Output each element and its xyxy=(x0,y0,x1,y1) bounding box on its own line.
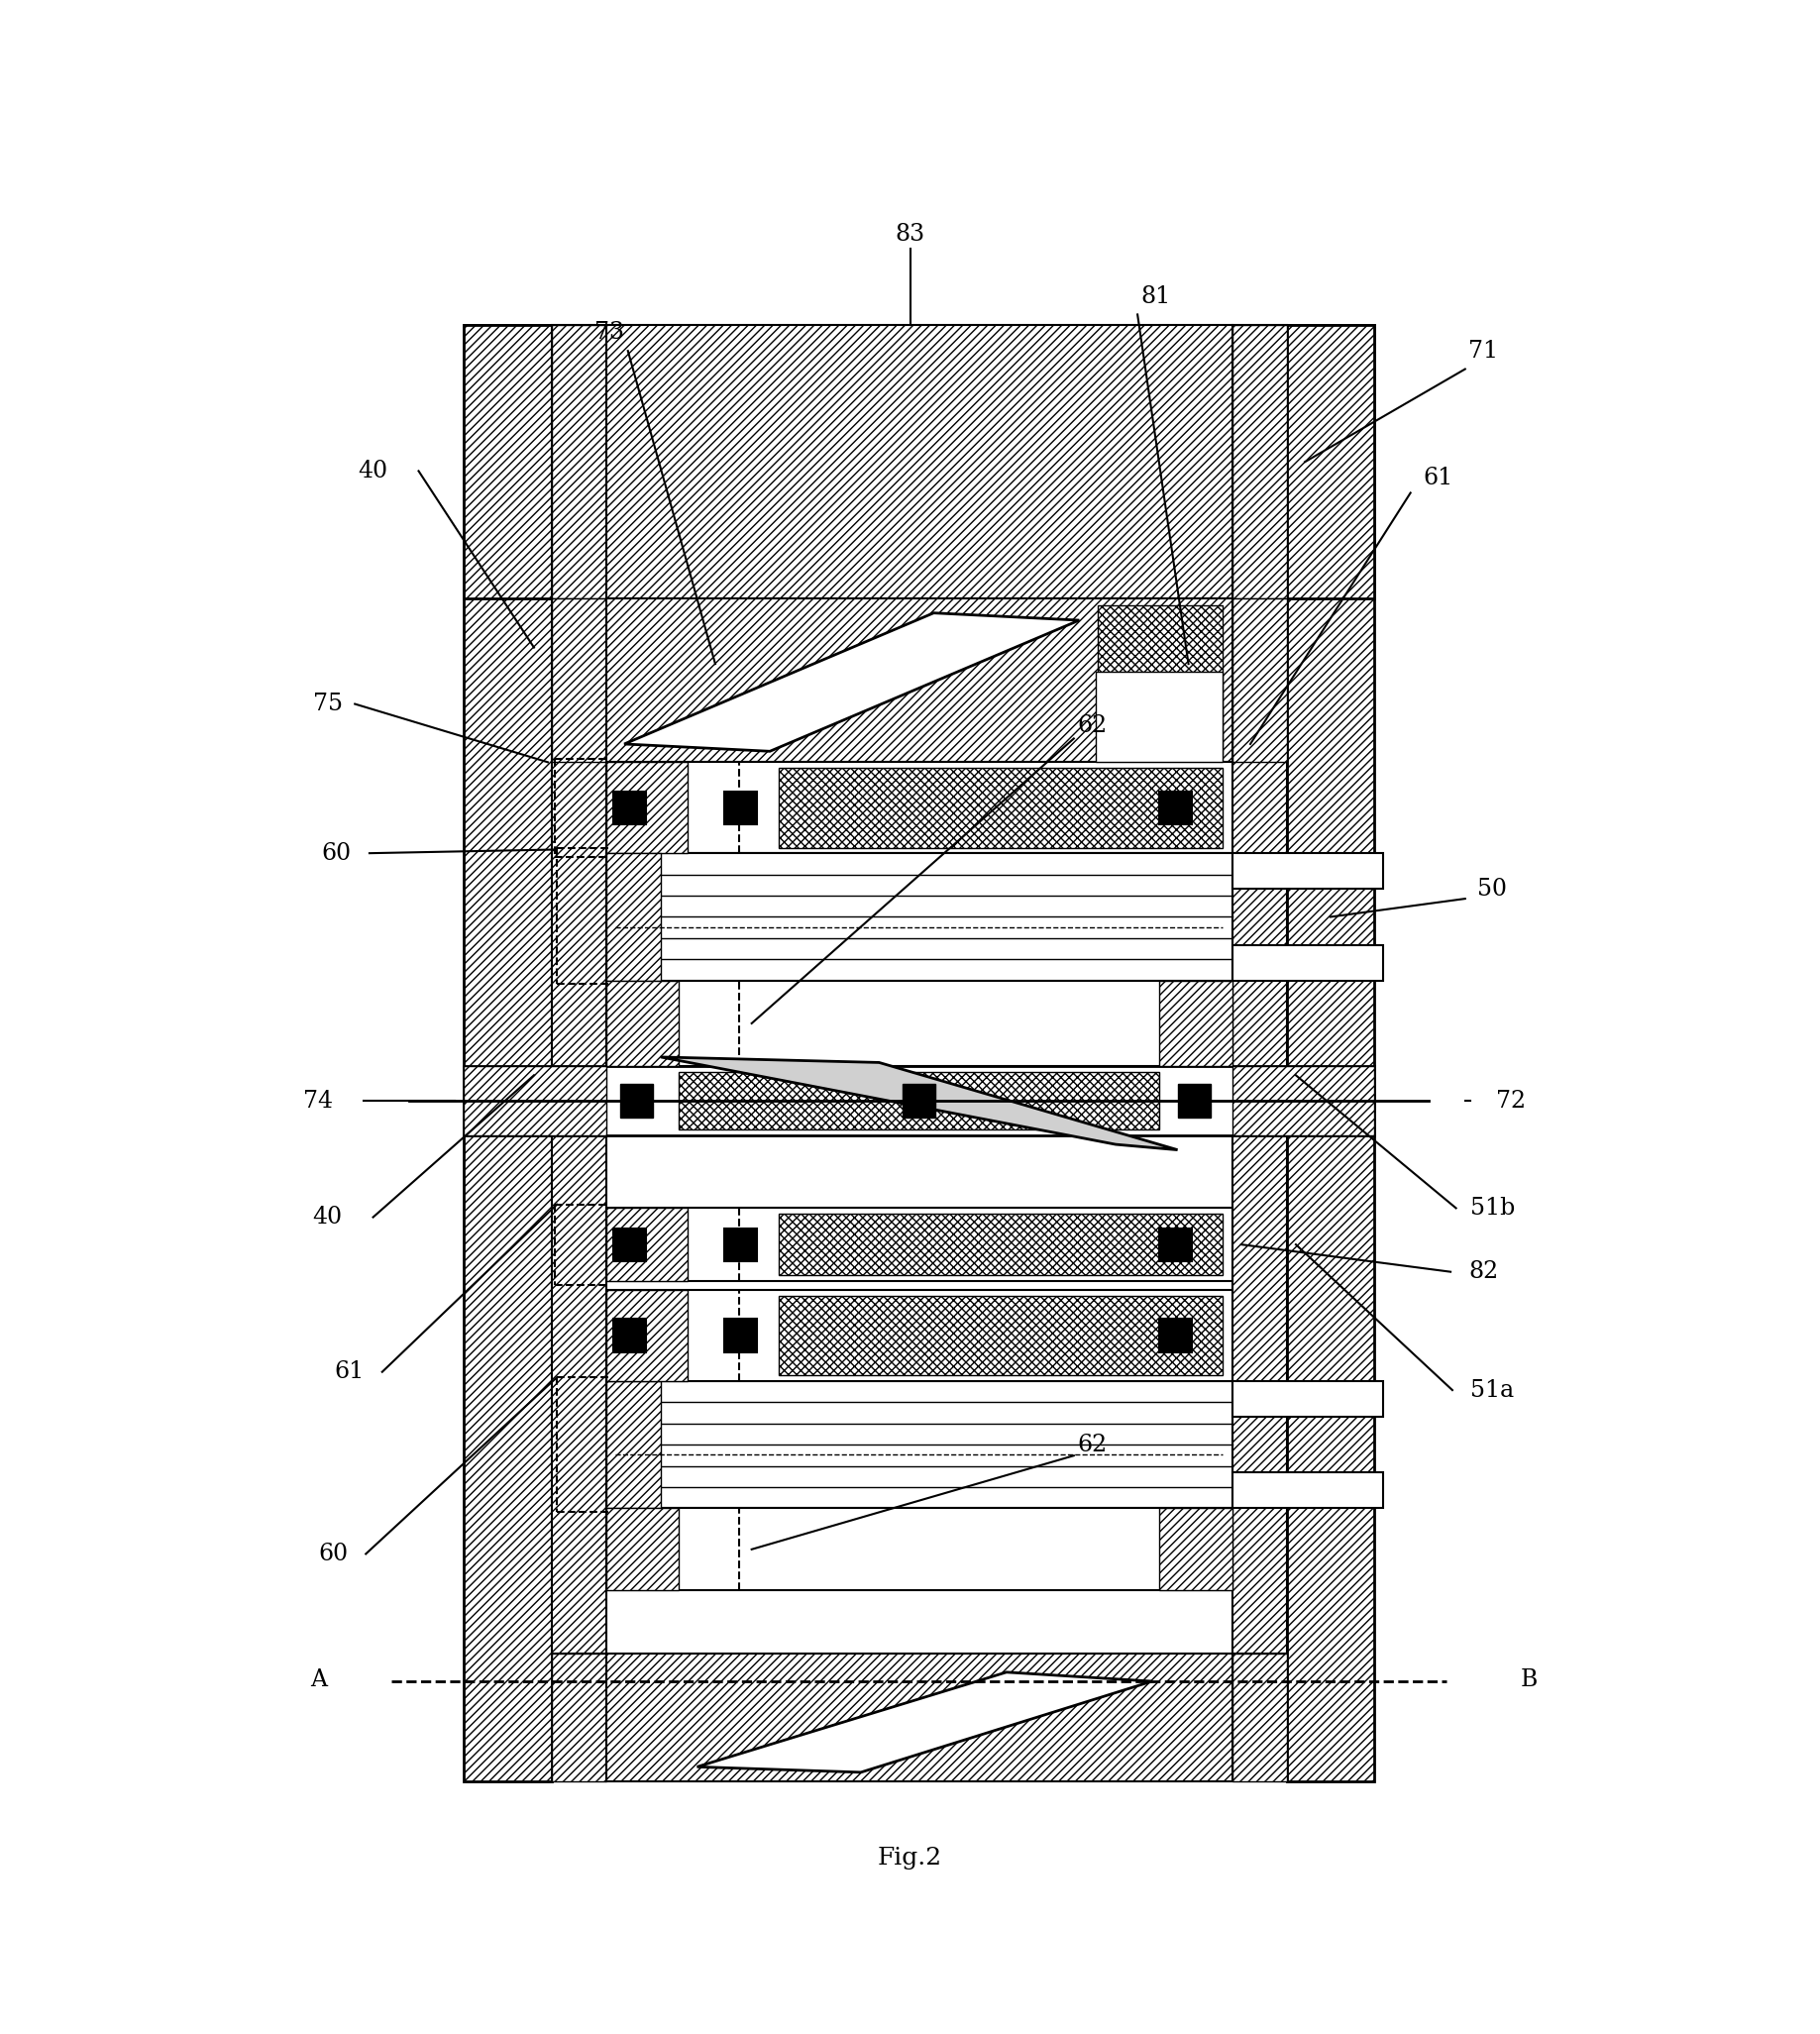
Bar xyxy=(613,1229,646,1261)
Bar xyxy=(724,1320,757,1353)
Bar xyxy=(1232,1066,1374,1135)
Bar xyxy=(779,1214,1223,1275)
Text: 71: 71 xyxy=(1469,340,1498,362)
Bar xyxy=(606,980,1232,1066)
Bar xyxy=(1178,1084,1210,1117)
Bar xyxy=(724,791,757,824)
Text: 61: 61 xyxy=(1423,468,1452,490)
Bar xyxy=(606,598,1232,763)
Text: 62: 62 xyxy=(1077,1434,1107,1456)
Bar xyxy=(551,325,606,1654)
Text: 72: 72 xyxy=(1496,1090,1525,1113)
Bar xyxy=(903,1084,935,1117)
Bar xyxy=(606,1208,1232,1281)
Bar xyxy=(606,1290,1232,1381)
Bar xyxy=(779,767,1223,848)
Bar xyxy=(606,1654,1232,1782)
Bar xyxy=(1159,1509,1232,1591)
Bar xyxy=(464,325,551,598)
Bar xyxy=(1232,1473,1383,1509)
Bar xyxy=(613,791,646,824)
Bar xyxy=(1232,598,1287,763)
Bar xyxy=(679,1072,1159,1129)
Bar xyxy=(1159,1320,1192,1353)
Bar xyxy=(1287,325,1374,1782)
Polygon shape xyxy=(624,612,1079,751)
Text: 60: 60 xyxy=(322,842,351,864)
Bar xyxy=(606,325,1232,598)
Text: 51a: 51a xyxy=(1471,1379,1514,1401)
Bar xyxy=(606,763,688,852)
Text: 61: 61 xyxy=(335,1361,364,1383)
Bar xyxy=(606,1509,1232,1591)
Text: 83: 83 xyxy=(895,224,925,246)
Bar xyxy=(1097,606,1223,755)
Bar xyxy=(1096,671,1223,763)
Text: B: B xyxy=(1520,1668,1538,1690)
Bar xyxy=(1232,325,1287,1654)
Bar xyxy=(464,325,551,1782)
Text: 74: 74 xyxy=(304,1090,333,1113)
Bar xyxy=(606,1381,1232,1509)
Text: 82: 82 xyxy=(1469,1261,1498,1283)
Text: 62: 62 xyxy=(1077,714,1107,736)
Text: 81: 81 xyxy=(1141,285,1170,307)
Text: 73: 73 xyxy=(595,321,624,344)
Bar xyxy=(606,852,1232,980)
Bar xyxy=(606,1381,661,1509)
Bar xyxy=(606,980,679,1066)
Bar xyxy=(621,1084,653,1117)
Bar xyxy=(1159,791,1192,824)
Bar xyxy=(1287,325,1374,598)
Bar xyxy=(724,1229,757,1261)
Text: 75: 75 xyxy=(313,692,342,716)
Text: A: A xyxy=(309,1668,328,1690)
Bar xyxy=(1232,1381,1383,1416)
Text: 40: 40 xyxy=(359,460,388,482)
Text: 50: 50 xyxy=(1478,879,1507,901)
Bar xyxy=(606,763,1232,852)
Bar xyxy=(551,598,606,763)
Bar xyxy=(1232,325,1287,598)
Bar xyxy=(779,1296,1223,1375)
Bar xyxy=(1232,1654,1287,1782)
Bar xyxy=(551,1654,606,1782)
Text: 40: 40 xyxy=(313,1206,342,1229)
Bar xyxy=(1232,852,1383,889)
Polygon shape xyxy=(697,1672,1152,1772)
Bar xyxy=(464,1066,606,1135)
Polygon shape xyxy=(661,1058,1178,1149)
Text: 60: 60 xyxy=(318,1542,348,1566)
Bar xyxy=(551,325,606,598)
Bar xyxy=(606,1509,679,1591)
Bar xyxy=(1159,980,1232,1066)
Text: 51b: 51b xyxy=(1471,1196,1514,1220)
Bar xyxy=(1159,1229,1192,1261)
Bar xyxy=(613,1320,646,1353)
Bar xyxy=(606,1208,688,1281)
Bar xyxy=(606,1290,688,1381)
Bar xyxy=(606,852,661,980)
Text: Fig.2: Fig.2 xyxy=(877,1847,943,1869)
Bar xyxy=(1232,946,1383,980)
Bar xyxy=(464,1066,1374,1135)
